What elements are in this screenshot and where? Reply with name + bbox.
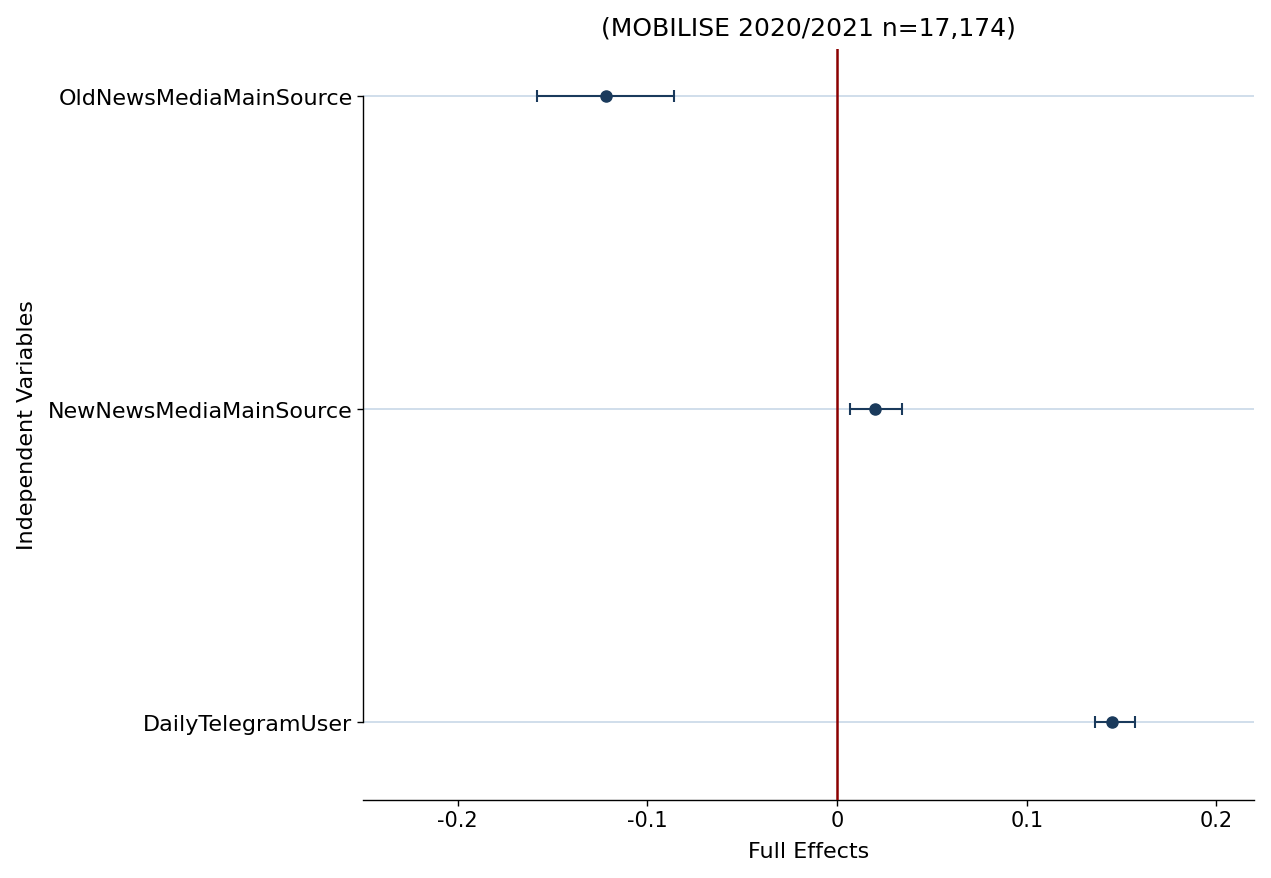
Y-axis label: Independent Variables: Independent Variables <box>17 300 37 550</box>
X-axis label: Full Effects: Full Effects <box>749 841 869 861</box>
Title: (MOBILISE 2020/2021 n=17,174): (MOBILISE 2020/2021 n=17,174) <box>601 17 1016 40</box>
